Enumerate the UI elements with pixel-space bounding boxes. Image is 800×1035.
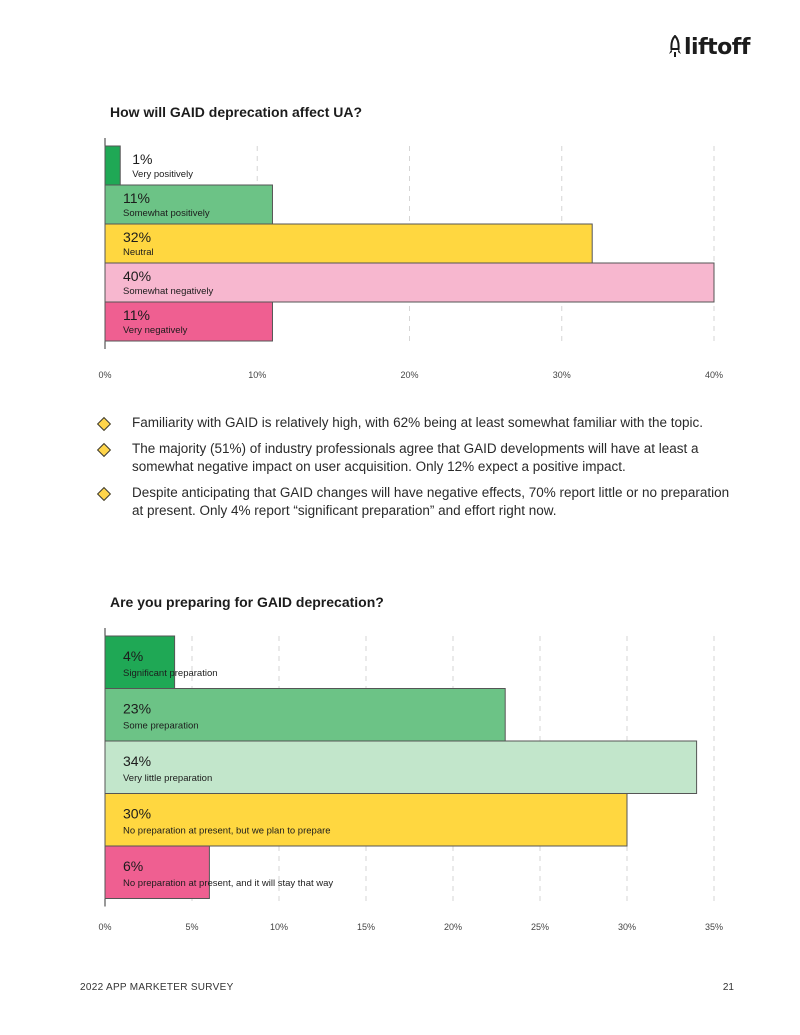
x-tick-label: 0% — [98, 370, 111, 380]
chart-1-title: How will GAID deprecation affect UA? — [110, 104, 363, 120]
bar-3 — [104, 223, 593, 264]
bullet-text: Familiarity with GAID is relatively high… — [132, 415, 703, 430]
diamond-bullet-icon — [96, 486, 112, 502]
bar-category-label: Very little preparation — [123, 773, 212, 784]
bar-5 — [104, 301, 273, 342]
rocket-icon — [669, 35, 681, 57]
key-findings-list: Familiarity with GAID is relatively high… — [96, 414, 736, 528]
bar-5 — [104, 845, 210, 899]
bar-category-label: Somewhat positively — [123, 208, 210, 219]
bullet-item: Familiarity with GAID is relatively high… — [96, 414, 736, 432]
chart-2-preparation: 0% 5% 10% 15% 20% 25% 30% 35% 4% Significant prep… — [98, 628, 723, 932]
chart-1-ua-effect: 0% 10% 20% 30% 40% 1% Very positively 11% Somewh… — [98, 138, 723, 380]
x-tick-label: 10% — [270, 922, 288, 932]
bar-value-label: 11% — [123, 307, 150, 323]
bar-2 — [104, 688, 506, 742]
bar-4 — [104, 262, 715, 303]
bar-value-label: 23% — [123, 701, 151, 717]
bar-category-label: No preparation at present, and it will s… — [123, 878, 333, 889]
bar-1 — [104, 635, 176, 689]
bar-category-label: Some preparation — [123, 721, 199, 732]
bar-value-label: 34% — [123, 753, 151, 769]
footer-survey-name: 2022 APP MARKETER SURVEY — [80, 982, 234, 993]
bar-category-label: Very positively — [132, 169, 193, 180]
bullet-item: Despite anticipating that GAID changes w… — [96, 484, 736, 520]
bar-value-label: 1% — [132, 151, 152, 167]
x-tick-label: 20% — [400, 370, 418, 380]
bar-2 — [104, 184, 273, 225]
bar-category-label: Somewhat negatively — [123, 286, 214, 297]
bar-value-label: 11% — [123, 190, 150, 206]
x-tick-label: 10% — [248, 370, 266, 380]
bar-category-label: No preparation at present, but we plan t… — [123, 826, 331, 837]
diamond-bullet-icon — [96, 416, 112, 432]
bar-value-label: 32% — [123, 229, 151, 245]
x-tick-label: 30% — [553, 370, 571, 380]
bullet-item: The majority (51%) of industry professio… — [96, 440, 736, 476]
bar-value-label: 6% — [123, 858, 143, 874]
x-tick-label: 25% — [531, 922, 549, 932]
bar-value-label: 4% — [123, 648, 143, 664]
liftoff-logo: liftoff — [668, 30, 750, 64]
bar-value-label: 40% — [123, 268, 151, 284]
bar-category-label: Neutral — [123, 247, 154, 258]
page-number: 21 — [722, 982, 734, 993]
x-tick-label: 35% — [705, 922, 723, 932]
bar-4 — [104, 793, 628, 847]
chart-2-title: Are you preparing for GAID deprecation? — [110, 594, 384, 610]
bar-category-label: Very negatively — [123, 325, 188, 336]
logo-text: liftoff — [684, 34, 750, 60]
bullet-text: The majority (51%) of industry professio… — [132, 441, 699, 474]
x-tick-label: 15% — [357, 922, 375, 932]
bar-3 — [104, 740, 698, 794]
bar-category-label: Significant preparation — [123, 668, 218, 679]
bar-value-label: 30% — [123, 806, 151, 822]
bullet-text: Despite anticipating that GAID changes w… — [132, 485, 730, 518]
x-tick-label: 40% — [705, 370, 723, 380]
bar-1 — [104, 145, 121, 186]
diamond-bullet-icon — [96, 442, 112, 458]
x-tick-label: 5% — [185, 922, 198, 932]
x-tick-label: 30% — [618, 922, 636, 932]
x-tick-label: 20% — [444, 922, 462, 932]
x-tick-label: 0% — [98, 922, 111, 932]
